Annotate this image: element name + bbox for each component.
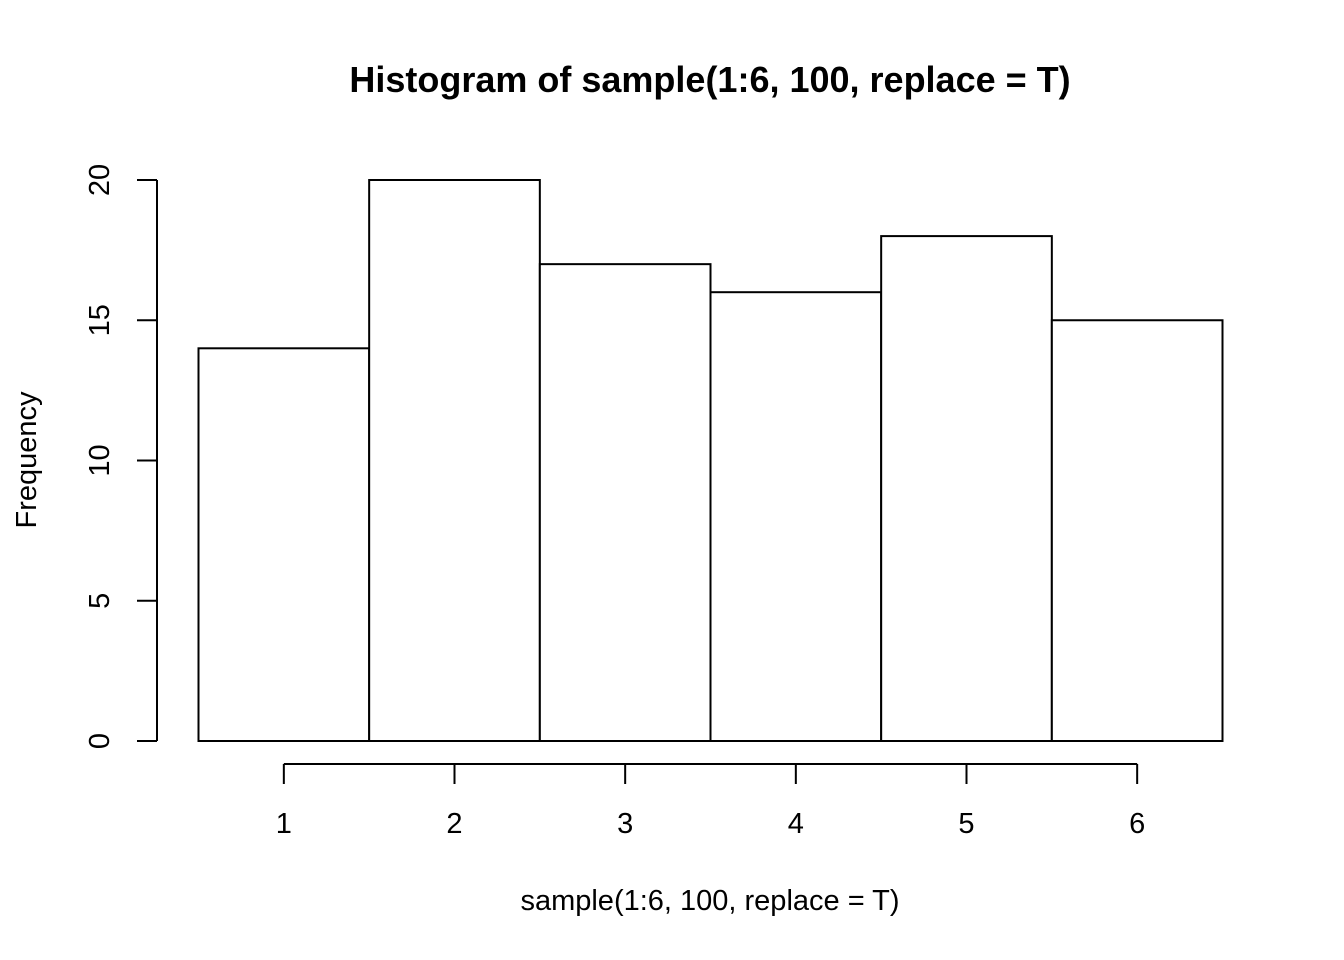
x-tick-label: 1 — [276, 808, 292, 840]
y-tick-label: 20 — [84, 164, 116, 196]
bars-group — [197, 179, 1224, 742]
x-tick-label: 4 — [788, 808, 804, 840]
x-tick-label: 3 — [617, 808, 633, 840]
y-tick-label: 10 — [84, 444, 116, 476]
y-tick-label: 5 — [84, 593, 116, 609]
histogram-bar — [880, 235, 1053, 742]
y-axis-label: Frequency — [11, 391, 43, 529]
x-axis: 1 2 3 4 5 6 — [276, 763, 1145, 840]
x-tick-label: 6 — [1129, 808, 1145, 840]
x-tick-label: 5 — [958, 808, 974, 840]
y-tick-label: 0 — [84, 733, 116, 749]
x-tick-label: 2 — [446, 808, 462, 840]
histogram-bar — [368, 179, 541, 742]
histogram-bar — [1050, 319, 1224, 742]
x-axis-label: sample(1:6, 100, replace = T) — [520, 885, 899, 917]
histogram-bar — [197, 347, 371, 742]
histogram-bar — [709, 291, 883, 742]
y-tick-label: 15 — [84, 304, 116, 336]
y-axis: 0 5 10 15 20 — [84, 164, 158, 749]
chart-title: Histogram of sample(1:6, 100, replace = … — [349, 59, 1070, 100]
histogram-bar — [538, 263, 712, 742]
